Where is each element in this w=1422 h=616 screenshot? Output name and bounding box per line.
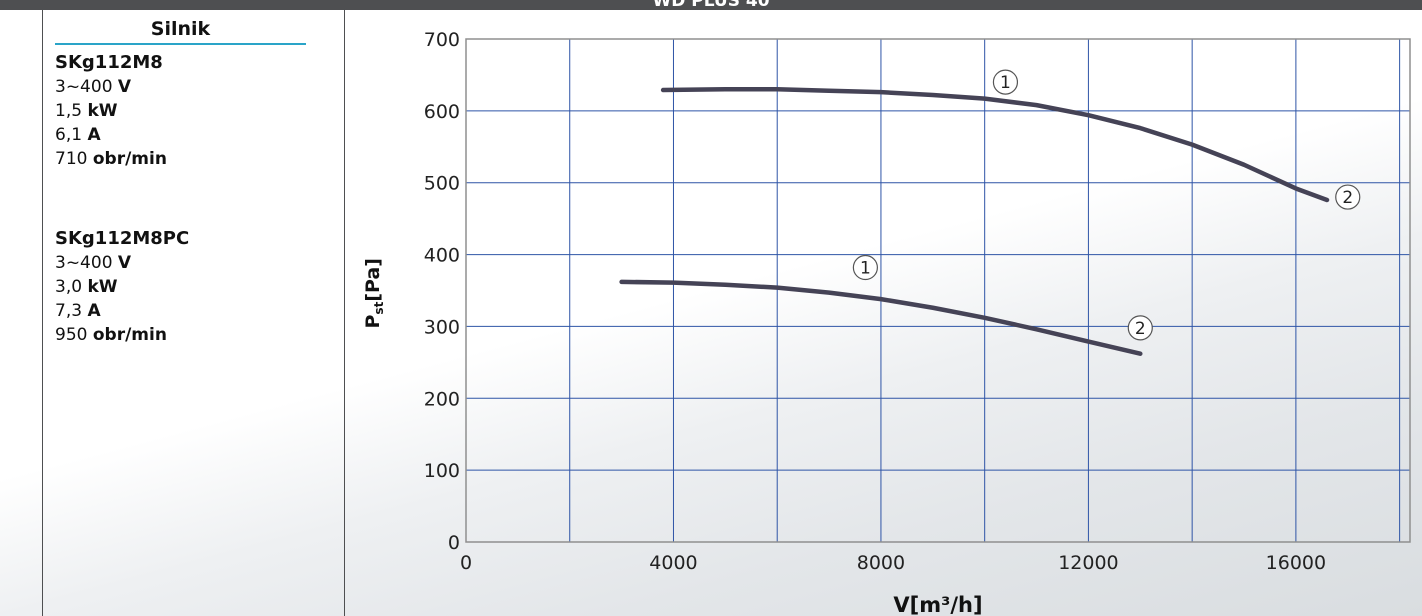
- y-tick-label: 600: [424, 101, 460, 123]
- speed-row: 950 obr/min: [55, 323, 189, 347]
- x-axis: 0 4000 8000 12000 16000: [460, 552, 1326, 574]
- x-tick-label: 4000: [649, 552, 697, 574]
- y-tick-label: 500: [424, 173, 460, 195]
- voltage-value: 3~400: [55, 253, 113, 273]
- current-row: 7,3 A: [55, 299, 189, 323]
- grid: [466, 39, 1410, 542]
- motor-spec-block: SKg112M8 3~400 V 1,5 kW 6,1 A 710 obr/mi…: [55, 51, 167, 171]
- power-row: 3,0 kW: [55, 275, 189, 299]
- series-group: [619, 87, 1330, 356]
- fan-curve-line: [660, 87, 1330, 203]
- current-value: 7,3: [55, 301, 83, 321]
- voltage-unit: V: [117, 77, 132, 97]
- y-tick-label: 0: [448, 532, 460, 554]
- speed-unit: obr/min: [92, 149, 167, 169]
- voltage-row: 3~400 V: [55, 75, 167, 99]
- y-tick-label: 300: [424, 316, 460, 338]
- speed-row: 710 obr/min: [55, 147, 167, 171]
- x-axis-title: V[m³/h]: [893, 593, 982, 616]
- y-axis-title-main: P: [362, 315, 384, 329]
- y-axis-title: Pst[Pa]: [362, 258, 386, 328]
- speed-value: 710: [55, 149, 88, 169]
- power-unit: kW: [87, 277, 118, 297]
- power-unit: kW: [87, 101, 118, 121]
- voltage-row: 3~400 V: [55, 251, 189, 275]
- x-tick-label: 16000: [1266, 552, 1326, 574]
- current-unit: A: [87, 125, 101, 145]
- x-tick-label: 12000: [1058, 552, 1118, 574]
- voltage-value: 3~400: [55, 77, 113, 97]
- power-value: 3,0: [55, 277, 83, 297]
- current-unit: A: [87, 301, 101, 321]
- x-tick-label: 8000: [857, 552, 905, 574]
- plot-frame: [465, 38, 1411, 543]
- y-axis-title-unit: [Pa]: [362, 258, 384, 302]
- speed-unit: obr/min: [92, 325, 167, 345]
- product-title: WD PLUS 40: [652, 0, 770, 10]
- fan-performance-chart: 0 100 200 300 400 500 600 700 0 4000 8000 12000 160…: [362, 29, 1411, 616]
- fan-curve-line: [619, 279, 1143, 356]
- current-value: 6,1: [55, 125, 83, 145]
- motor-model: SKg112M8: [55, 52, 163, 73]
- operating-point-label: 1: [1000, 73, 1011, 93]
- power-value: 1,5: [55, 101, 83, 121]
- operating-point-label: 2: [1135, 319, 1146, 339]
- motor-model: SKg112M8PC: [55, 228, 190, 249]
- y-tick-label: 200: [424, 388, 460, 410]
- motor-panel: Silnik SKg112M8 3~400 V 1,5 kW 6,1 A 710…: [42, 10, 345, 616]
- current-row: 6,1 A: [55, 123, 167, 147]
- operating-point-label: 2: [1342, 188, 1353, 208]
- operating-point-marker: [1127, 315, 1153, 341]
- y-tick-label: 700: [424, 29, 460, 51]
- y-tick-label: 100: [424, 460, 460, 482]
- power-row: 1,5 kW: [55, 99, 167, 123]
- operating-point-marker: [992, 69, 1019, 95]
- top-title-bar: WD PLUS 40: [0, 0, 1422, 10]
- operating-points: 1 2 1 2: [852, 69, 1361, 341]
- speed-value: 950: [55, 325, 88, 345]
- x-tick-label: 0: [460, 552, 472, 574]
- motor-spec-block: SKg112M8PC 3~400 V 3,0 kW 7,3 A 950 obr/…: [55, 227, 189, 347]
- operating-point-label: 1: [860, 259, 871, 279]
- y-axis: 0 100 200 300 400 500 600 700: [424, 29, 460, 554]
- y-axis-title-subscript: st: [372, 301, 386, 314]
- voltage-unit: V: [117, 253, 132, 273]
- panel-heading: Silnik: [55, 16, 306, 45]
- y-tick-label: 400: [424, 245, 460, 267]
- operating-point-marker: [852, 254, 878, 281]
- operating-point-marker: [1335, 184, 1361, 210]
